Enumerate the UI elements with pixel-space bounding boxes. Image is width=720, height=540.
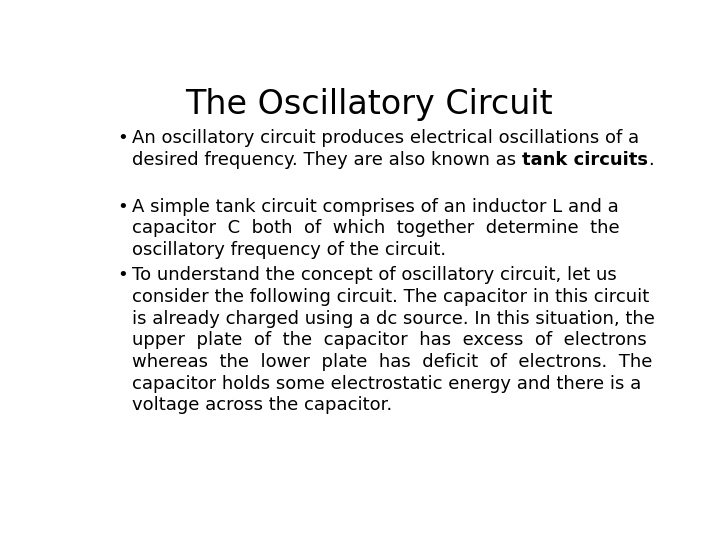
Text: consider the following circuit. The capacitor in this circuit: consider the following circuit. The capa… [132, 288, 649, 306]
Text: An oscillatory circuit produces electrical oscillations of a: An oscillatory circuit produces electric… [132, 129, 639, 147]
Text: whereas  the  lower  plate  has  deficit  of  electrons.  The: whereas the lower plate has deficit of e… [132, 353, 652, 371]
Text: capacitor holds some electrostatic energy and there is a: capacitor holds some electrostatic energ… [132, 375, 641, 393]
Text: •: • [117, 266, 127, 285]
Text: •: • [117, 198, 127, 216]
Text: capacitor  C  both  of  which  together  determine  the: capacitor C both of which together deter… [132, 219, 619, 238]
Text: oscillatory frequency of the circuit.: oscillatory frequency of the circuit. [132, 241, 446, 259]
Text: upper  plate  of  the  capacitor  has  excess  of  electrons: upper plate of the capacitor has excess … [132, 332, 647, 349]
Text: A simple tank circuit comprises of an inductor L and a: A simple tank circuit comprises of an in… [132, 198, 618, 216]
Text: tank circuits: tank circuits [522, 151, 648, 169]
Text: is already charged using a dc source. In this situation, the: is already charged using a dc source. In… [132, 310, 654, 328]
Text: voltage across the capacitor.: voltage across the capacitor. [132, 396, 392, 414]
Text: .: . [648, 151, 654, 169]
Text: desired frequency. They are also known as: desired frequency. They are also known a… [132, 151, 522, 169]
Text: •: • [117, 129, 127, 147]
Text: To understand the concept of oscillatory circuit, let us: To understand the concept of oscillatory… [132, 266, 616, 285]
Text: The Oscillatory Circuit: The Oscillatory Circuit [185, 87, 553, 120]
